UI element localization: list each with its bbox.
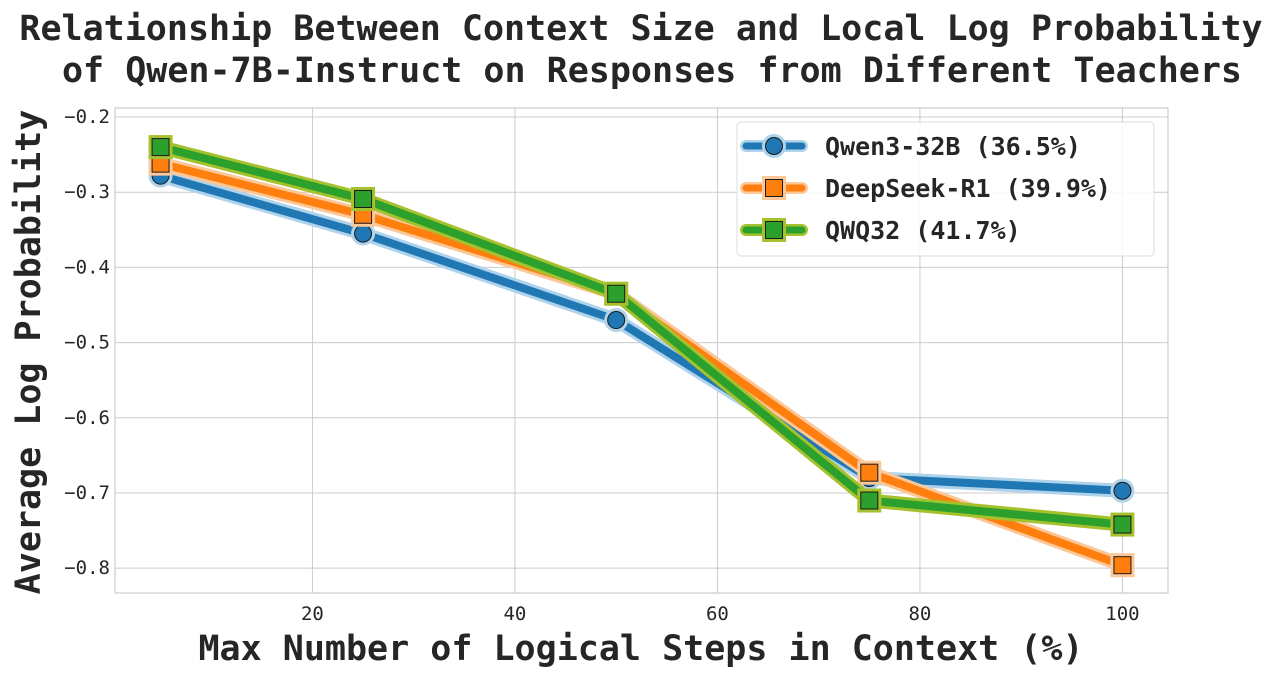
x-tick-label: 20	[301, 603, 324, 625]
chart-title-line-2: of Qwen-7B-Instruct on Responses from Di…	[62, 51, 1242, 91]
y-tick-label: −0.5	[64, 332, 110, 354]
data-point	[1113, 481, 1132, 500]
y-tick-label: −0.3	[64, 181, 110, 203]
series-2	[148, 135, 1135, 537]
x-tick-label: 80	[908, 603, 931, 625]
legend-label: QWQ32 (41.7%)	[825, 216, 1021, 245]
y-tick-label: −0.4	[64, 256, 110, 278]
data-point	[860, 491, 879, 510]
data-point	[1113, 556, 1132, 575]
data-point	[607, 311, 626, 330]
legend-item-0: Qwen3-32B (36.5%)	[740, 132, 1081, 161]
x-axis-label: Max Number of Logical Steps in Context (…	[198, 629, 1083, 669]
data-point	[607, 284, 626, 303]
y-tick-label: −0.6	[64, 407, 110, 429]
y-tick-label: −0.7	[64, 482, 110, 504]
legend-item-2: QWQ32 (41.7%)	[740, 216, 1021, 245]
data-point	[151, 138, 170, 157]
y-tick-label: −0.8	[64, 557, 110, 579]
y-axis-label: Average Log Probability	[9, 110, 49, 595]
series-0	[148, 163, 1135, 503]
legend-label: DeepSeek-R1 (39.9%)	[825, 174, 1111, 203]
series-layer	[148, 135, 1135, 578]
chart-title-line-1: Relationship Between Context Size and Lo…	[19, 9, 1262, 49]
legend-item-1: DeepSeek-R1 (39.9%)	[740, 174, 1111, 203]
legend-marker	[765, 137, 783, 155]
plot-frame	[114, 107, 1169, 594]
legend: Qwen3-32B (36.5%) DeepSeek-R1 (39.9%) QWQ3…	[736, 121, 1155, 257]
tick-labels: 20 40 60 80 100 −0.2 −0.3 −0.4 −0.5 −0.6 −0.7 −0.8	[64, 106, 1139, 625]
legend-frame	[736, 121, 1155, 257]
legend-label: Qwen3-32B (36.5%)	[825, 132, 1081, 161]
x-tick-label: 60	[706, 603, 729, 625]
data-point	[354, 189, 373, 208]
legend-marker	[765, 221, 783, 239]
x-tick-label: 100	[1105, 603, 1139, 625]
x-tick-label: 40	[503, 603, 526, 625]
data-point	[860, 463, 879, 482]
y-tick-label: −0.2	[64, 106, 110, 128]
legend-marker	[765, 179, 783, 197]
data-point	[354, 224, 373, 243]
data-point	[1113, 515, 1132, 534]
